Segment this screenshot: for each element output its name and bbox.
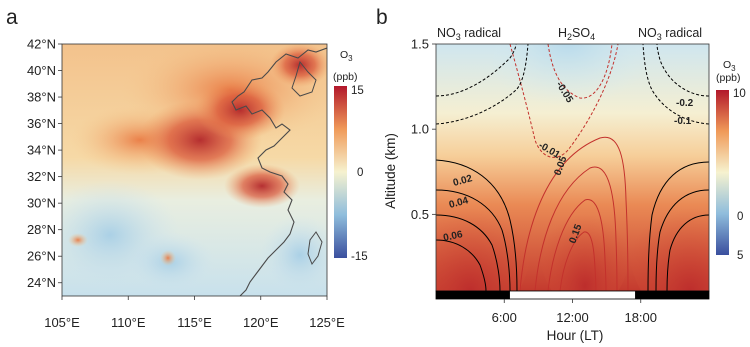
panel-b-letter: b xyxy=(376,6,388,29)
b-ytick-label: 1.5 xyxy=(411,37,429,52)
peninsula-outline xyxy=(291,60,317,97)
top-label-no3-left: NO3 radical xyxy=(437,26,501,42)
contour-red-1 xyxy=(519,136,629,291)
night-bar xyxy=(635,291,709,299)
contour-black-left-4 xyxy=(436,239,487,291)
contour-red-4 xyxy=(559,231,597,291)
coastline xyxy=(231,47,327,296)
ozone-map-panel-a xyxy=(62,44,327,296)
b-xtick-label: 18:00 xyxy=(624,310,657,325)
hotspot-yangtze-delta xyxy=(224,164,300,208)
a-ytick-label: 32°N xyxy=(27,169,56,184)
a-ytick-label: 28°N xyxy=(27,222,56,237)
colorbar-a-mid: 0 xyxy=(357,167,363,179)
top-label-h2so4: H2SO4 xyxy=(558,26,595,42)
contour-label-0-02: 0.02 xyxy=(452,173,474,189)
panel-b-top-labels: NO3 radical H2SO4 NO3 radical xyxy=(437,26,702,42)
colorbar-b-max: 10 xyxy=(733,88,746,100)
colorbar-b-mid: 0 xyxy=(737,211,743,223)
a-ytick-label: 26°N xyxy=(27,249,56,264)
contour-black-dashed-left-1 xyxy=(436,44,517,97)
colorbar-b-unit: (ppb) xyxy=(716,72,741,84)
colorbar-a-max: 15 xyxy=(351,85,364,97)
contour-black-right-1 xyxy=(647,161,709,291)
hot-region-afternoon xyxy=(540,190,630,291)
contour-label-0-04: 0.04 xyxy=(448,195,470,211)
a-xtick-label: 115°E xyxy=(177,315,212,330)
contour-red-dashed-outer xyxy=(509,44,619,158)
contour-black-left-2 xyxy=(436,189,511,291)
cool-region-sea xyxy=(260,215,327,295)
contour-red-3 xyxy=(547,199,607,291)
contour-black-dashed-right-1 xyxy=(656,44,709,97)
hot-region-night-right xyxy=(630,180,709,291)
contour-black-right-2 xyxy=(655,189,709,291)
a-xtick-label: 110°E xyxy=(111,315,146,330)
colorbar-b-scale xyxy=(716,90,729,255)
contour-label-0-06: 0.06 xyxy=(442,229,464,244)
contour-red-2 xyxy=(534,166,618,291)
night-bar xyxy=(436,291,510,299)
cool-region-noon-top xyxy=(493,44,643,117)
colorbar-b-title: O3 xyxy=(723,59,736,73)
night-bars xyxy=(435,290,710,300)
a-ytick-label: 40°N xyxy=(27,63,56,78)
a-ytick-label: 24°N xyxy=(27,275,56,290)
colorbar-panel-b: O3 (ppb) 10 0 5 xyxy=(716,59,746,262)
b-xtick-label: 12:00 xyxy=(556,310,589,325)
contour-black-left-1 xyxy=(436,159,518,291)
colorbar-a-title: O3 xyxy=(340,49,353,63)
a-ytick-label: 42°N xyxy=(27,37,56,52)
a-ytick-label: 36°N xyxy=(27,116,56,131)
a-ytick-label: 30°N xyxy=(27,196,56,211)
contour-black-left-3 xyxy=(436,214,501,291)
contour-label-neg-0-2: -0.2 xyxy=(676,98,694,109)
contour-label-neg-0-1: -0.1 xyxy=(674,116,692,127)
panel-a-letter: a xyxy=(6,6,18,29)
panel-b-ylabel: Altitude (km) xyxy=(383,133,398,209)
a-xtick-label: 125°E xyxy=(309,315,345,330)
top-label-no3-right: NO3 radical xyxy=(638,26,702,42)
hotspot-bohai xyxy=(195,80,285,140)
ozone-profile-panel-b xyxy=(436,44,709,291)
b-ytick-label: 1.0 xyxy=(411,122,429,137)
island-outline xyxy=(307,231,323,266)
contour-labels: -0.05 -0.01 -0.2 -0.1 0.02 0.04 0.06 0.0… xyxy=(442,80,693,245)
colorbar-a-min: -15 xyxy=(351,251,368,263)
panel-a-axes: 105°E 110°E 115°E 120°E 125°E 24°N 26°N 28°N 30°… xyxy=(27,37,345,331)
contour-red-dashed-inner xyxy=(547,44,613,99)
a-xtick-label: 105°E xyxy=(44,315,80,330)
b-xtick-label: 6:00 xyxy=(492,310,517,325)
panel-b-xlabel: Hour (LT) xyxy=(547,328,604,343)
colorbar-b-min: 5 xyxy=(737,250,743,262)
contour-black-right-3 xyxy=(666,214,709,291)
colorbar-a-scale xyxy=(334,86,347,258)
hotspot-small-southwest xyxy=(68,233,88,247)
hotspot-small-south xyxy=(160,250,176,266)
a-ytick-label: 38°N xyxy=(27,90,56,105)
a-xtick-label: 120°E xyxy=(243,315,279,330)
b-ytick-label: 0.5 xyxy=(411,207,429,222)
colorbar-panel-a: O3 (ppb) 15 0 -15 xyxy=(333,49,368,263)
contour-black-dashed-right-2 xyxy=(642,44,709,125)
a-ytick-label: 34°N xyxy=(27,143,56,158)
colorbar-a-unit: (ppb) xyxy=(333,71,358,83)
panel-b-axes: 6:00 12:00 18:00 0.5 1.0 1.5 xyxy=(411,37,657,326)
